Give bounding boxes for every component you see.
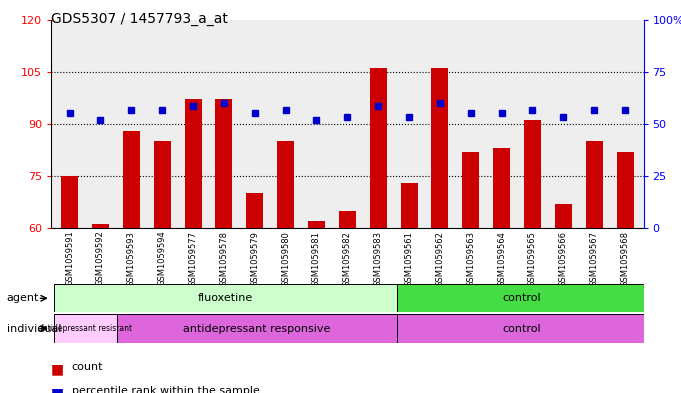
Bar [616,152,633,228]
Bar [116,314,397,343]
Bar [555,204,572,228]
Text: individual: individual [7,323,61,334]
Bar [54,284,397,312]
Bar [462,152,479,228]
Text: count: count [72,362,103,372]
Text: ■: ■ [51,362,64,376]
Bar [586,141,603,228]
Text: GDS5307 / 1457793_a_at: GDS5307 / 1457793_a_at [51,12,228,26]
Text: percentile rank within the sample: percentile rank within the sample [72,386,259,393]
Text: antidepressant responsive: antidepressant responsive [183,323,330,334]
Bar [277,141,294,228]
Bar [524,120,541,228]
Text: control: control [503,323,541,334]
Text: antidepressant resistant: antidepressant resistant [38,324,132,333]
Text: fluoxetine: fluoxetine [198,293,253,303]
Bar [308,221,325,228]
Bar [397,284,647,312]
Bar [493,148,510,228]
Bar [215,99,232,228]
Bar [123,131,140,228]
Bar [154,141,171,228]
Bar [247,193,264,228]
Bar [339,211,355,228]
Bar [431,68,448,228]
Bar [92,224,109,228]
Text: agent: agent [7,293,39,303]
Bar [370,68,387,228]
Bar [397,314,647,343]
Bar [400,183,417,228]
Bar [54,314,116,343]
Bar [185,99,202,228]
Text: control: control [503,293,541,303]
Text: ■: ■ [51,386,64,393]
Bar [61,176,78,228]
